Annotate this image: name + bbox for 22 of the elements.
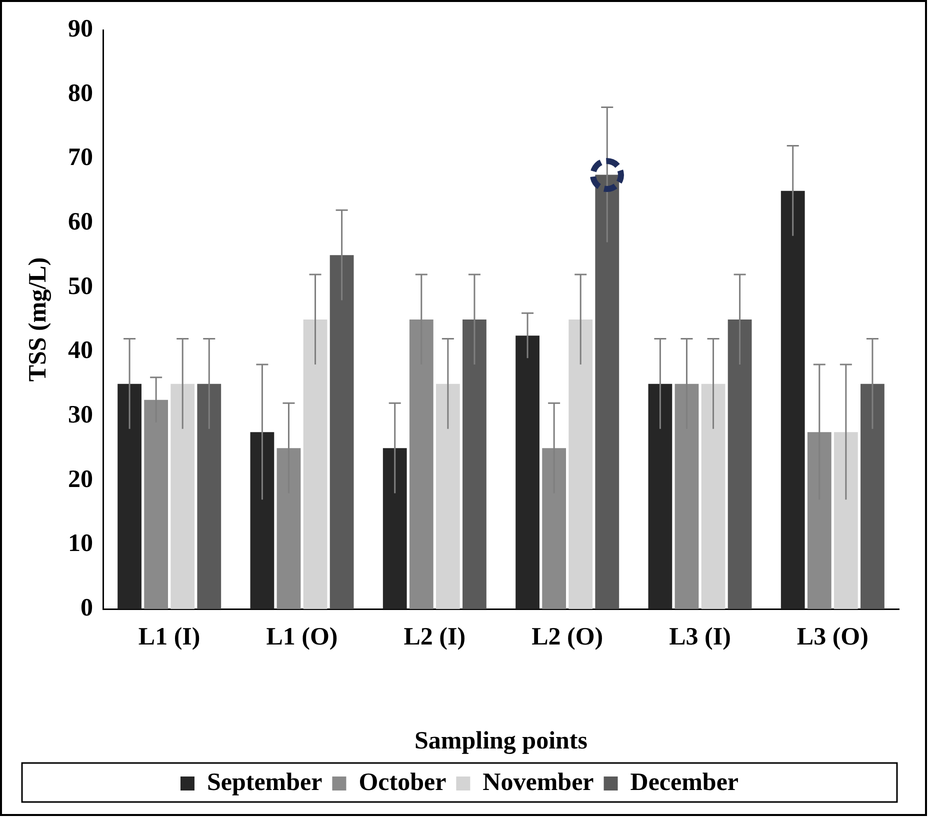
y-tick-label: 10 — [68, 530, 93, 558]
x-tick-label: L3 (O) — [796, 623, 868, 650]
y-tick-label: 0 — [80, 594, 93, 622]
x-tick-label: L3 (I) — [669, 623, 731, 650]
y-tick-label: 70 — [68, 144, 93, 172]
legend-label: October — [358, 768, 446, 796]
y-tick-label: 60 — [68, 208, 93, 236]
x-tick-label: L1 (O) — [266, 623, 338, 650]
x-axis-title: Sampling points — [414, 727, 588, 754]
legend-label: December — [630, 768, 739, 796]
y-tick-label: 80 — [68, 80, 93, 107]
legend-label: November — [482, 768, 594, 796]
x-tick-label: L2 (I) — [404, 623, 466, 650]
y-axis-title: TSS (mg/L) — [24, 257, 52, 382]
x-tick-label: L2 (O) — [532, 623, 604, 650]
y-tick-label: 50 — [68, 272, 93, 300]
legend-label: September — [206, 768, 322, 796]
y-tick-label: 40 — [68, 337, 93, 364]
x-tick-label: L1 (I) — [138, 623, 200, 650]
y-tick-label: 20 — [68, 466, 93, 493]
y-tick-label: 90 — [68, 15, 93, 42]
y-tick-label: 30 — [68, 401, 93, 428]
